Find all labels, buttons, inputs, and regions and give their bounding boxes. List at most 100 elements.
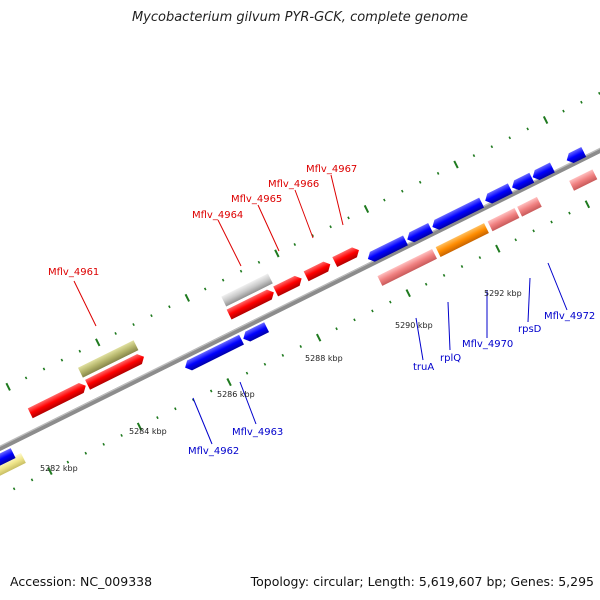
coord-label-5292: 5292 kbp [484,289,522,298]
accession-text: Accession: NC_009338 [10,574,153,589]
gene-arrow-blue-3[interactable] [430,197,485,232]
major-tick [316,333,322,342]
coord-label-5284: 5284 kbp [129,427,167,436]
gene-arrow-blue-left[interactable] [0,448,16,475]
gene-label-truA[interactable]: truA [413,362,434,373]
minor-tick [102,442,105,446]
major-tick [363,204,370,213]
coord-label-5288: 5288 kbp [305,354,343,363]
minor-tick [550,220,553,224]
major-tick [542,116,549,125]
minor-tick [508,136,512,140]
major-tick [274,249,280,258]
minor-tick [383,198,386,202]
coordinate-labels: 5282 kbp 5284 kbp 5286 kbp 5288 kbp 5290… [40,289,522,473]
forward-strand [27,245,361,419]
gene-label-rpsD[interactable]: rpsD [518,324,542,335]
inner-tick-row [12,200,591,491]
major-tick [184,293,190,302]
coord-label-5282: 5282 kbp [40,464,78,473]
gene-label-mflv-4964[interactable]: Mflv_4964 [192,210,243,221]
reverse-strand-upper [365,146,587,264]
minor-tick [389,300,392,304]
gene-arrow-mflv-4972[interactable] [517,196,542,217]
gene-arrow-truA[interactable] [377,248,437,286]
minor-tick [514,238,518,242]
minor-tick [263,362,267,366]
minor-tick [42,367,46,371]
minor-tick [174,407,177,411]
gene-arrow-blue-5[interactable] [510,172,535,193]
major-tick [453,160,459,169]
gene-arrow-mflv-4961[interactable] [27,381,88,419]
minor-tick [472,154,476,158]
coord-label-5286: 5286 kbp [217,390,255,399]
gene-arrow-blue-6[interactable] [530,162,555,183]
gene-label-mflv-4967[interactable]: Mflv_4967 [306,164,357,175]
minor-tick [293,243,297,247]
gene-arrow-pale[interactable] [0,453,26,485]
gene-label-rplQ[interactable]: rplQ [440,353,461,364]
major-tick [584,200,591,209]
minor-tick [209,389,213,393]
map-title: Mycobacterium gilvum PYR-GCK, complete g… [131,10,469,25]
minor-tick [24,376,28,380]
gene-arrow-mflv-4963[interactable] [241,322,270,343]
gene-arrow-red[interactable] [85,352,146,390]
gene-arrow-mflv-4965[interactable] [273,274,304,297]
minor-tick [478,256,482,260]
gene-label-mflv-4962[interactable]: Mflv_4962 [188,446,239,457]
minor-tick [442,273,446,277]
gene-label-mflv-4966[interactable]: Mflv_4966 [268,179,319,190]
gene-labels-forward: Mflv_4961 Mflv_4964 Mflv_4965 Mflv_4966 … [48,164,357,278]
gene-arrow-pink-edge[interactable] [569,169,598,191]
gene-arrow-mflv-4962[interactable] [183,334,244,373]
gene-arrow-rpsD[interactable] [487,208,520,232]
gene-olive[interactable] [77,340,139,378]
gene-arrow-blue-7[interactable] [564,146,587,165]
minor-tick [66,460,70,464]
minor-tick [299,345,303,348]
major-tick [226,378,232,387]
minor-tick [460,265,464,268]
minor-tick [347,216,350,220]
minor-tick [418,180,422,184]
minor-tick [424,282,428,286]
gene-grey[interactable] [221,273,273,307]
minor-tick [257,260,261,264]
minor-tick [580,100,583,104]
minor-tick [221,278,225,282]
gene-arrow-rplQ[interactable] [435,223,489,258]
gene-arrow-mflv-4967[interactable] [332,245,361,268]
gene-label-mflv-4965[interactable]: Mflv_4965 [231,194,282,205]
minor-tick [436,171,440,175]
minor-tick [78,349,82,353]
gene-arrow-mflv-4964[interactable] [226,287,277,320]
gene-arrow-blue-2[interactable] [405,223,434,244]
minor-tick [132,323,135,327]
gene-label-mflv-4961[interactable]: Mflv_4961 [48,267,99,278]
minor-tick [329,225,332,229]
minor-tick [532,229,535,233]
minor-tick [120,433,123,437]
minor-tick [401,189,404,193]
outer-tick-row [5,91,600,391]
minor-tick [490,145,494,149]
gene-arrow-mflv-4966[interactable] [303,259,333,282]
gene-arrow-blue-1[interactable] [365,235,408,264]
minor-tick [60,358,64,362]
minor-tick [239,269,243,273]
minor-tick [371,309,374,313]
major-tick [5,382,11,391]
gene-label-mflv-4963[interactable]: Mflv_4963 [232,427,283,438]
minor-tick [353,318,356,322]
gene-labels-reverse: Mflv_4962 Mflv_4963 truA rplQ Mflv_4970 … [188,311,595,457]
gene-label-mflv-4970[interactable]: Mflv_4970 [462,339,513,350]
gene-arrow-blue-4[interactable] [483,183,513,205]
minor-tick [281,353,285,357]
gene-label-mflv-4972[interactable]: Mflv_4972 [544,311,595,322]
minor-tick [335,327,338,331]
label-leaders-reverse [192,262,568,445]
minor-tick [526,127,529,131]
